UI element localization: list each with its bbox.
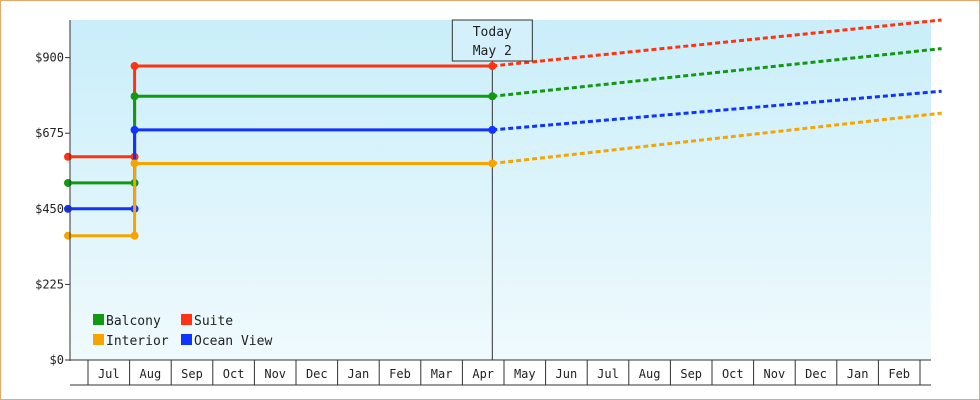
x-tick-label: Sep: [181, 367, 203, 381]
forecast-line-balcony: [492, 47, 942, 98]
x-tick-label: Feb: [888, 367, 910, 381]
data-point-interior: [130, 231, 139, 240]
data-point-suite: [488, 62, 497, 71]
legend: Balcony Suite Interior Ocean View: [93, 314, 272, 349]
y-tick-label: $225: [35, 277, 64, 291]
history-line-interior: [68, 162, 493, 238]
axes: $0 $225 $450 $675 $900 Jul Aug Sep Oct Nov Dec Jan F…: [35, 20, 931, 386]
x-tick-label: Nov: [264, 367, 286, 381]
x-tick-label: Feb: [389, 367, 411, 381]
x-tick-label: Oct: [722, 367, 744, 381]
data-point-ocean-view: [130, 125, 139, 134]
x-tick-label: May: [514, 367, 536, 381]
legend-label-suite: Suite: [194, 314, 233, 329]
y-tick-label: $900: [35, 51, 64, 65]
x-tick-label: Jan: [847, 367, 869, 381]
today-label: Today: [473, 25, 512, 40]
data-point-ocean-view: [488, 125, 497, 134]
legend-label-interior: Interior: [106, 334, 169, 349]
today-box: [451, 19, 533, 62]
x-tick-label: Jul: [597, 367, 619, 381]
x-tick-label: Oct: [223, 367, 245, 381]
x-tick-label: Aug: [639, 367, 661, 381]
x-tick-label: Apr: [472, 367, 494, 381]
forecast-line-ocean-view: [492, 89, 942, 132]
x-tick-label: Nov: [764, 367, 786, 381]
y-tick-label: $0: [50, 353, 64, 367]
data-point-interior: [488, 159, 497, 168]
forecast-line-interior: [492, 111, 942, 165]
x-tick-label: Dec: [805, 367, 827, 381]
data-point-interior: [64, 231, 72, 240]
data-point-balcony: [488, 92, 497, 101]
legend-swatch-ocean-view: [181, 334, 192, 345]
x-tick-label: Jan: [348, 367, 370, 381]
data-point-balcony: [130, 92, 139, 101]
legend-swatch-suite: [181, 314, 192, 325]
history-layer: [64, 62, 497, 240]
today-date: May 2: [473, 44, 512, 59]
legend-swatch-balcony: [93, 314, 104, 325]
legend-label-balcony: Balcony: [106, 314, 161, 329]
forecast-line-suite: [492, 18, 942, 68]
plot-area: [70, 20, 931, 360]
x-tick-label: Dec: [306, 367, 328, 381]
x-tick-label: Sep: [680, 367, 702, 381]
data-point-balcony: [64, 178, 72, 187]
data-point-interior: [130, 159, 139, 168]
data-point-suite: [130, 62, 139, 71]
x-tick-label: Aug: [140, 367, 162, 381]
x-tick-label: Jul: [98, 367, 120, 381]
x-tick-label: Mar: [431, 367, 453, 381]
x-tick-label: Jun: [556, 367, 578, 381]
y-tick-label: $450: [35, 202, 64, 216]
today-marker: Today May 2: [451, 19, 533, 360]
forecast-layer: [492, 18, 942, 165]
legend-label-ocean-view: Ocean View: [194, 334, 272, 349]
legend-swatch-interior: [93, 334, 104, 345]
data-point-suite: [64, 152, 72, 161]
y-tick-label: $675: [35, 126, 64, 140]
